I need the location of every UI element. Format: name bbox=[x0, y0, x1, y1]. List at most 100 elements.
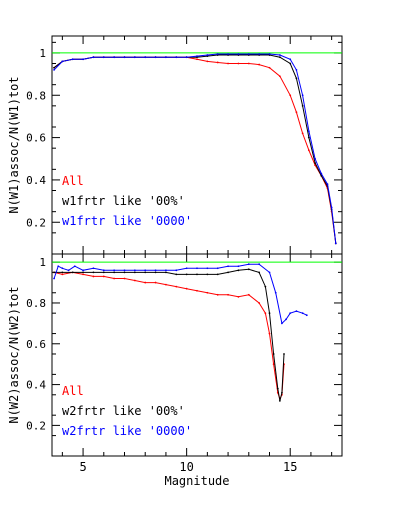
data-point bbox=[285, 318, 287, 321]
data-point bbox=[237, 53, 240, 55]
data-point bbox=[206, 60, 209, 63]
series-line bbox=[53, 271, 285, 401]
data-point bbox=[295, 68, 298, 71]
data-point bbox=[82, 269, 84, 272]
data-point bbox=[61, 267, 64, 270]
data-point bbox=[196, 289, 198, 292]
data-point bbox=[113, 277, 116, 280]
data-point bbox=[154, 56, 157, 59]
data-point bbox=[133, 279, 136, 282]
data-point bbox=[274, 291, 277, 294]
data-point bbox=[92, 271, 95, 274]
data-point bbox=[227, 62, 229, 65]
data-point bbox=[206, 54, 209, 56]
tick-marks bbox=[52, 254, 342, 456]
y-tick-label: 0.6 bbox=[26, 132, 46, 145]
y-axis-label: N(W1)assoc/N(W1)tot bbox=[7, 76, 21, 213]
y-axis-label: N(W2)assoc/N(W2)tot bbox=[7, 286, 21, 423]
data-point bbox=[154, 269, 157, 272]
data-point bbox=[175, 269, 178, 272]
data-point bbox=[102, 275, 105, 278]
data-point bbox=[216, 61, 219, 64]
data-point bbox=[278, 400, 281, 402]
panel-w1: 0.2 0.4 0.6 0.8 1 N(W1)assoc/N(W1)tot All w1… bbox=[7, 35, 343, 255]
data-point bbox=[206, 273, 209, 276]
data-point bbox=[264, 312, 267, 315]
data-point bbox=[144, 281, 147, 284]
legend-entry: w2frtr like '0000' bbox=[62, 424, 192, 438]
data-point bbox=[289, 62, 292, 65]
data-point bbox=[281, 391, 283, 394]
data-point bbox=[258, 263, 261, 266]
data-point bbox=[278, 54, 281, 56]
data-point bbox=[305, 314, 308, 317]
data-point bbox=[307, 149, 310, 152]
data-point bbox=[272, 353, 275, 355]
data-point bbox=[268, 66, 271, 69]
data-point bbox=[247, 268, 250, 271]
data-point bbox=[295, 111, 298, 114]
data-point bbox=[258, 63, 261, 66]
data-point bbox=[82, 58, 84, 61]
data-point bbox=[102, 271, 105, 274]
data-point bbox=[61, 271, 64, 274]
data-point bbox=[247, 53, 250, 55]
data-point bbox=[216, 267, 219, 270]
data-point bbox=[123, 271, 126, 274]
data-point bbox=[185, 267, 188, 270]
data-point bbox=[61, 60, 64, 63]
y-tick-labels: 0.2 0.4 0.6 0.8 1 bbox=[26, 47, 46, 229]
data-point bbox=[314, 162, 316, 164]
data-point bbox=[307, 130, 310, 133]
data-point bbox=[92, 56, 95, 59]
y-tick-label: 0.2 bbox=[26, 216, 46, 229]
data-point bbox=[123, 56, 126, 59]
data-point bbox=[268, 53, 271, 55]
data-point bbox=[227, 271, 229, 274]
y-tick-label: 0.8 bbox=[26, 89, 46, 102]
data-point bbox=[82, 273, 84, 276]
data-point bbox=[196, 273, 198, 276]
data-point bbox=[196, 267, 198, 270]
data-point bbox=[53, 68, 55, 71]
data-point bbox=[175, 273, 178, 276]
data-point bbox=[320, 172, 323, 175]
data-point bbox=[258, 53, 261, 55]
series-line bbox=[54, 268, 285, 402]
data-point bbox=[71, 271, 74, 274]
x-tick-labels: 5 10 15 bbox=[79, 460, 297, 474]
data-point bbox=[227, 293, 229, 296]
data-point bbox=[334, 242, 337, 245]
data-point bbox=[67, 269, 70, 272]
data-point bbox=[102, 269, 105, 272]
data-point bbox=[123, 277, 126, 280]
data-point bbox=[154, 281, 157, 284]
data-point bbox=[301, 132, 304, 135]
data-point bbox=[133, 269, 136, 272]
plot-frame bbox=[51, 253, 343, 457]
x-tick-label: 5 bbox=[79, 460, 86, 474]
data-point bbox=[144, 56, 147, 59]
data-point bbox=[102, 56, 105, 59]
data-point bbox=[175, 285, 178, 288]
x-axis-label: Magnitude bbox=[164, 474, 229, 488]
data-point bbox=[295, 77, 298, 80]
legend-entry: w1frtr like '0000' bbox=[62, 214, 192, 228]
data-point bbox=[307, 136, 310, 139]
data-point bbox=[301, 312, 304, 315]
data-point bbox=[278, 56, 281, 59]
data-point bbox=[154, 271, 157, 274]
y-tick-label: 0.4 bbox=[26, 379, 46, 392]
data-point bbox=[289, 58, 292, 61]
data-point bbox=[289, 312, 292, 315]
data-point bbox=[53, 271, 55, 274]
data-point bbox=[268, 271, 271, 274]
data-point bbox=[301, 104, 304, 107]
data-point bbox=[206, 291, 209, 294]
y-tick-label: 0.6 bbox=[26, 338, 46, 351]
data-point bbox=[247, 62, 250, 65]
data-point bbox=[272, 363, 275, 366]
data-point bbox=[206, 267, 209, 270]
legend: All w1frtr like '00%' w1frtr like '0000' bbox=[62, 174, 192, 228]
y-tick-labels: 0.2 0.4 0.6 0.8 1 bbox=[26, 256, 46, 432]
